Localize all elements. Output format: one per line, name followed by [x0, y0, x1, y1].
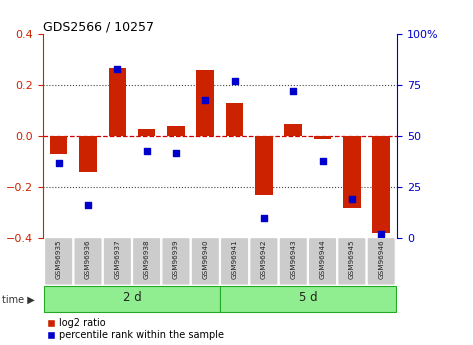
Text: GSM96943: GSM96943: [290, 239, 296, 279]
FancyBboxPatch shape: [279, 238, 307, 285]
FancyBboxPatch shape: [220, 238, 249, 285]
Point: [55, 160, 62, 166]
Text: GSM96946: GSM96946: [378, 239, 384, 279]
Bar: [343, 136, 361, 208]
Point: [231, 79, 238, 84]
FancyBboxPatch shape: [44, 286, 220, 313]
FancyBboxPatch shape: [220, 286, 396, 313]
Bar: [167, 126, 185, 136]
Point: [348, 197, 356, 202]
Bar: [196, 70, 214, 136]
Point: [172, 150, 180, 155]
Text: GSM96942: GSM96942: [261, 239, 267, 279]
Text: time ▶: time ▶: [2, 294, 35, 304]
Text: 2 d: 2 d: [123, 291, 141, 304]
Bar: [108, 68, 126, 136]
FancyBboxPatch shape: [74, 238, 102, 285]
FancyBboxPatch shape: [367, 238, 395, 285]
Text: GSM96941: GSM96941: [232, 239, 237, 279]
Point: [377, 231, 385, 237]
FancyBboxPatch shape: [191, 238, 219, 285]
Point: [143, 148, 150, 153]
Legend: log2 ratio, percentile rank within the sample: log2 ratio, percentile rank within the s…: [47, 318, 224, 340]
Text: GSM96935: GSM96935: [56, 239, 61, 279]
Point: [114, 66, 121, 72]
FancyBboxPatch shape: [250, 238, 278, 285]
Text: GSM96940: GSM96940: [202, 239, 208, 279]
FancyBboxPatch shape: [338, 238, 366, 285]
Bar: [372, 136, 390, 233]
FancyBboxPatch shape: [132, 238, 161, 285]
Text: GSM96939: GSM96939: [173, 239, 179, 279]
FancyBboxPatch shape: [308, 238, 337, 285]
Text: GSM96936: GSM96936: [85, 239, 91, 279]
FancyBboxPatch shape: [44, 238, 73, 285]
Bar: [79, 136, 97, 172]
Bar: [255, 136, 273, 195]
Text: GSM96945: GSM96945: [349, 239, 355, 279]
Point: [319, 158, 326, 164]
Bar: [50, 136, 68, 154]
Text: GSM96944: GSM96944: [320, 239, 325, 279]
Point: [260, 215, 268, 220]
Point: [289, 89, 297, 94]
Bar: [226, 103, 244, 136]
Point: [201, 97, 209, 102]
Text: GSM96938: GSM96938: [144, 239, 149, 279]
Bar: [138, 129, 156, 136]
FancyBboxPatch shape: [103, 238, 131, 285]
Bar: [284, 124, 302, 136]
Point: [84, 203, 92, 208]
Text: 5 d: 5 d: [298, 291, 317, 304]
Text: GSM96937: GSM96937: [114, 239, 120, 279]
Text: GDS2566 / 10257: GDS2566 / 10257: [43, 20, 154, 33]
Bar: [314, 136, 332, 139]
FancyBboxPatch shape: [162, 238, 190, 285]
